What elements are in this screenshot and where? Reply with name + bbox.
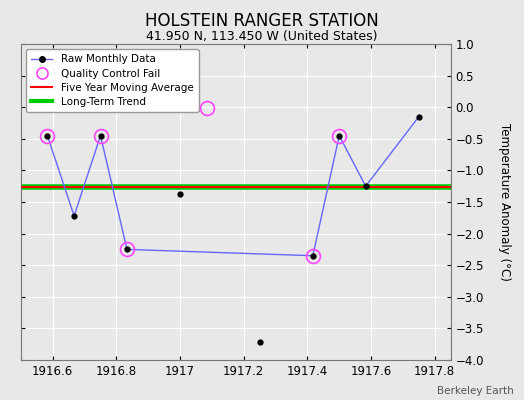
Text: HOLSTEIN RANGER STATION: HOLSTEIN RANGER STATION: [145, 12, 379, 30]
Text: Berkeley Earth: Berkeley Earth: [437, 386, 514, 396]
Legend: Raw Monthly Data, Quality Control Fail, Five Year Moving Average, Long-Term Tren: Raw Monthly Data, Quality Control Fail, …: [26, 49, 199, 112]
Y-axis label: Temperature Anomaly (°C): Temperature Anomaly (°C): [498, 123, 511, 281]
Text: 41.950 N, 113.450 W (United States): 41.950 N, 113.450 W (United States): [146, 30, 378, 43]
